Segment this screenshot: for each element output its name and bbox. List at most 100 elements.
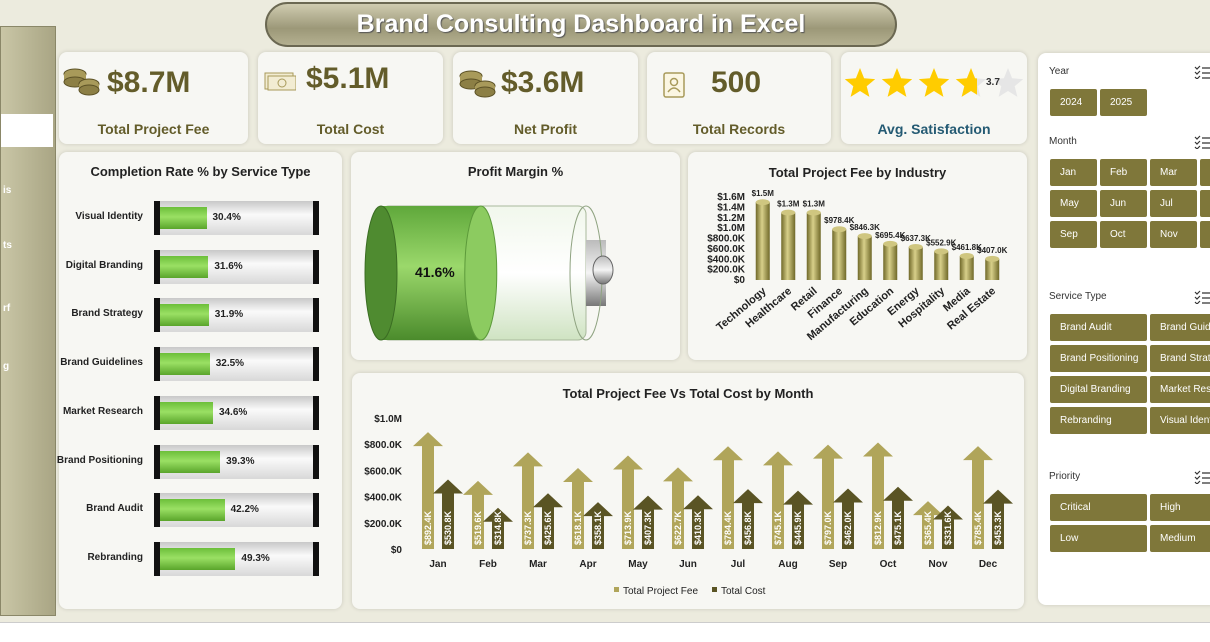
fee-arrow bbox=[413, 432, 443, 549]
month-label: Dec bbox=[979, 559, 998, 570]
progress-fill bbox=[160, 353, 210, 376]
coins-icon bbox=[63, 68, 100, 96]
category-label: Brand Guidelines bbox=[60, 357, 143, 369]
slicer-button[interactable]: 2025 bbox=[1100, 89, 1147, 116]
sidebar-item-label[interactable]: g bbox=[3, 361, 10, 372]
data-label: $745.1K bbox=[773, 510, 783, 545]
slicer-button[interactable]: Market Research bbox=[1150, 376, 1210, 403]
slicer-title-priority: Priority bbox=[1049, 471, 1081, 482]
slicer-button[interactable]: Critical bbox=[1050, 494, 1147, 521]
multi-select-icon[interactable] bbox=[1194, 65, 1210, 79]
dashboard-title: Brand Consulting Dashboard in Excel bbox=[356, 10, 806, 38]
progress-fill bbox=[160, 304, 209, 327]
slicer-button[interactable]: Sep bbox=[1050, 221, 1097, 248]
completion-row: Brand Strategy 31.9% bbox=[59, 296, 339, 333]
legend-label: Total Project Fee bbox=[623, 586, 698, 597]
multi-select-icon[interactable] bbox=[1194, 470, 1210, 484]
rating-star bbox=[844, 68, 876, 97]
coins-icon bbox=[459, 70, 496, 98]
data-label: $637.3K bbox=[901, 234, 931, 243]
industry-bar bbox=[781, 212, 796, 280]
chart-title: Completion Rate % by Service Type bbox=[90, 164, 311, 179]
data-label: $978.4K bbox=[824, 216, 854, 225]
industry-fee-panel: Total Project Fee by Industry $0 $200.0K $… bbox=[688, 152, 1027, 360]
data-label: $475.1K bbox=[893, 510, 903, 545]
data-label: $1.3M bbox=[803, 200, 826, 209]
month-label: May bbox=[628, 559, 648, 570]
data-label: $713.9K bbox=[623, 510, 633, 545]
completion-row: Rebranding 49.3% bbox=[59, 540, 339, 576]
completion-row: Digital Branding 31.6% bbox=[59, 248, 339, 284]
slicer-button[interactable]: Medium bbox=[1150, 525, 1210, 552]
star-rating bbox=[844, 68, 1024, 97]
month-label: Apr bbox=[579, 559, 596, 570]
category-label: Digital Branding bbox=[65, 259, 143, 271]
slicer-button[interactable]: Aug bbox=[1200, 190, 1210, 217]
slicer-button[interactable]: Jan bbox=[1050, 159, 1097, 186]
y-tick-label: $1.0M bbox=[717, 223, 745, 234]
fee-arrow bbox=[663, 467, 693, 549]
percent-label: 49.3% bbox=[241, 552, 270, 564]
progress-fill bbox=[160, 401, 213, 424]
industry-bar bbox=[934, 251, 949, 280]
data-label: $453.3K bbox=[993, 510, 1003, 545]
slicer-button[interactable]: Low bbox=[1050, 525, 1147, 552]
percent-label: 39.3% bbox=[226, 455, 255, 467]
data-label: $618.1K bbox=[573, 510, 583, 545]
y-tick-label: $1.4M bbox=[717, 202, 745, 213]
slicer-button[interactable]: Oct bbox=[1100, 221, 1147, 248]
industry-fee-chart: $0$200.0K$400.0K$600.0K$800.0K$1.0M$1.2M… bbox=[707, 189, 1007, 343]
y-tick-label: $1.0M bbox=[374, 414, 402, 425]
sidebar-item-label[interactable]: ts bbox=[3, 240, 12, 251]
percent-label: 42.2% bbox=[230, 504, 259, 516]
chart-title: Total Project Fee by Industry bbox=[768, 165, 947, 180]
completion-row: Brand Audit 42.2% bbox=[59, 491, 339, 528]
y-tick-label: $1.6M bbox=[717, 192, 745, 203]
kpi-label: Avg. Satisfaction bbox=[877, 121, 991, 137]
slicer-button[interactable]: Jun bbox=[1100, 190, 1147, 217]
slicer-button[interactable]: Brand Strategy bbox=[1150, 345, 1210, 372]
month-label: Jan bbox=[429, 559, 446, 570]
fee-arrow bbox=[713, 446, 743, 549]
fee-arrow bbox=[463, 480, 493, 549]
slicer-button[interactable]: Jul bbox=[1150, 190, 1197, 217]
slicer-button[interactable]: High bbox=[1150, 494, 1210, 521]
slicer-button[interactable]: Apr bbox=[1200, 159, 1210, 186]
data-label: $462.0K bbox=[843, 510, 853, 545]
slicer-button[interactable]: Dec bbox=[1200, 221, 1210, 248]
data-label: $530.8K bbox=[443, 510, 453, 545]
sidebar-item-label[interactable]: is bbox=[3, 185, 12, 196]
slicer-button[interactable]: Brand Positioning bbox=[1050, 345, 1147, 372]
slicer-button[interactable]: Feb bbox=[1100, 159, 1147, 186]
slicer-button[interactable]: Nov bbox=[1150, 221, 1197, 248]
fee-arrow bbox=[763, 451, 793, 549]
rating-star bbox=[992, 68, 1024, 97]
slicer-button[interactable]: Brand Audit bbox=[1050, 314, 1147, 341]
slicer-button[interactable]: Mar bbox=[1150, 159, 1197, 186]
slicer-button[interactable]: Visual Identity bbox=[1150, 407, 1210, 434]
slicer-button[interactable]: 2024 bbox=[1050, 89, 1097, 116]
slicer-button[interactable]: Digital Branding bbox=[1050, 376, 1147, 403]
month-label: Jun bbox=[679, 559, 697, 570]
slicer-button[interactable]: Rebranding bbox=[1050, 407, 1147, 434]
y-tick-label: $600.0K bbox=[707, 244, 746, 255]
sidebar-selected-item[interactable] bbox=[1, 114, 53, 147]
progress-fill bbox=[160, 450, 221, 473]
multi-select-icon[interactable] bbox=[1194, 290, 1210, 304]
progress-track: 30.4% bbox=[154, 201, 319, 235]
industry-bar-cap bbox=[883, 240, 898, 247]
data-label: $365.4K bbox=[923, 510, 933, 545]
category-label: Market Research bbox=[62, 405, 143, 417]
data-label: $456.8K bbox=[743, 510, 753, 545]
data-label: $358.1K bbox=[593, 510, 603, 545]
data-label: $1.3M bbox=[777, 200, 800, 209]
slicer-button[interactable]: May bbox=[1050, 190, 1097, 217]
slicer-button[interactable]: Brand Guidelines bbox=[1150, 314, 1210, 341]
sidebar-item-label[interactable]: rf bbox=[3, 303, 11, 314]
kpi-total-cost: $5.1M Total Cost bbox=[258, 52, 443, 144]
category-label: Brand Strategy bbox=[71, 308, 143, 320]
category-label: Visual Identity bbox=[75, 211, 143, 222]
multi-select-icon[interactable] bbox=[1194, 135, 1210, 149]
progress-track: 39.3% bbox=[154, 444, 319, 479]
category-label: Brand Audit bbox=[86, 503, 143, 515]
